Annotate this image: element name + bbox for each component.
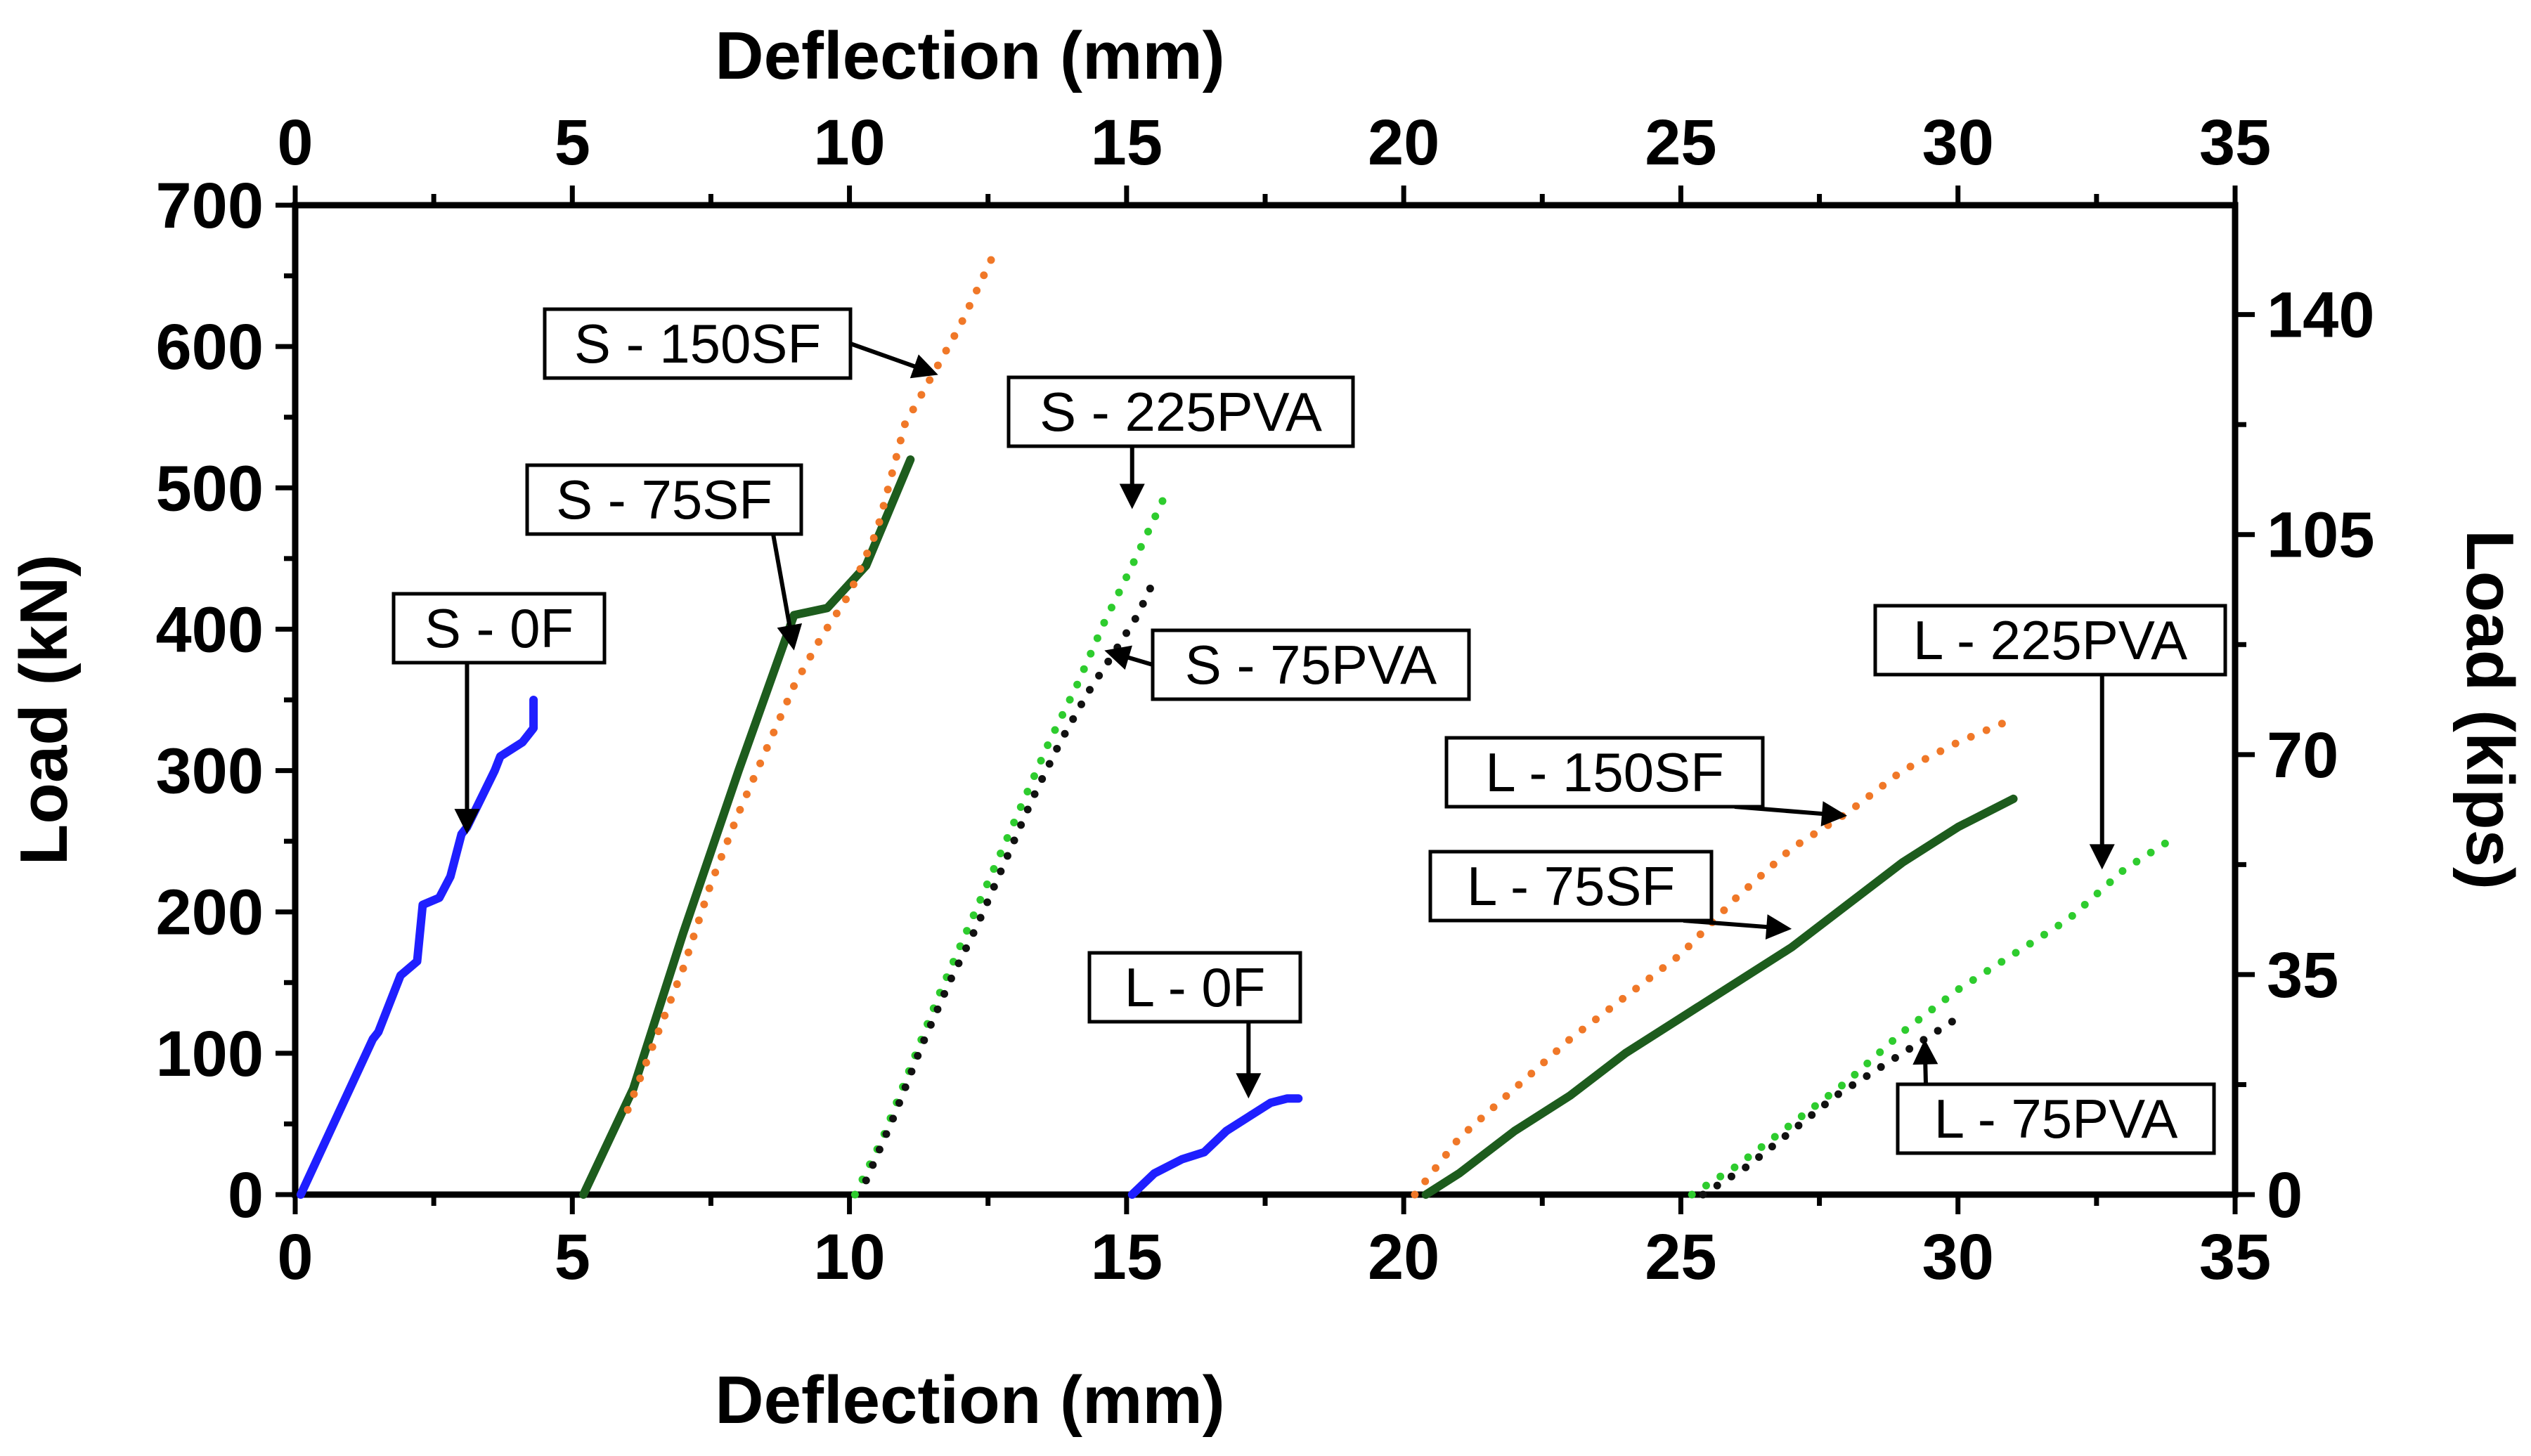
callout-label-s-75pva: S - 75PVA bbox=[1185, 634, 1437, 696]
callout-arrow-s-75sf bbox=[771, 533, 794, 636]
left-y-axis-title: Load (kN) bbox=[6, 554, 82, 866]
x-tick-label-bottom: 20 bbox=[1368, 1221, 1439, 1293]
series-s-0f bbox=[296, 696, 538, 1199]
callout-label-l-225pva: L - 225PVA bbox=[1913, 609, 2187, 671]
axes-group: 0055101015152020252530303535010020030040… bbox=[156, 107, 2375, 1293]
callout-label-l-75sf: L - 75SF bbox=[1467, 855, 1675, 917]
callout-box-l-225pva bbox=[1873, 604, 2227, 677]
callout-arrowhead-l-75pva bbox=[1912, 1039, 1938, 1065]
callout-arrowhead-l-225pva bbox=[2089, 844, 2115, 870]
y-left-tick-label: 200 bbox=[156, 877, 264, 949]
series-s-75pva bbox=[862, 576, 1158, 1185]
x-tick-label-top: 5 bbox=[555, 107, 590, 178]
callout-box-s-225pva bbox=[1006, 375, 1355, 448]
callout-arrow-s-150sf bbox=[849, 342, 925, 372]
callout-box-l-0f bbox=[1087, 951, 1302, 1024]
series-s-150sf bbox=[623, 250, 998, 1114]
x-tick-label-bottom: 0 bbox=[277, 1221, 313, 1293]
x-tick-label-top: 35 bbox=[2199, 107, 2271, 178]
callout-arrowhead-s-150sf bbox=[910, 354, 938, 379]
x-tick-label-top: 15 bbox=[1091, 107, 1163, 178]
callout-box-l-150sf bbox=[1444, 736, 1765, 809]
callouts-group: S - 0F S - 75SF S - 150SF S - 225PVA S - 75P… bbox=[391, 307, 2227, 1155]
callout-label-s-0f: S - 0F bbox=[425, 597, 574, 659]
y-left-tick-label: 400 bbox=[156, 594, 264, 665]
y-left-tick-label: 700 bbox=[156, 170, 264, 242]
series-l-225pva bbox=[1688, 837, 2173, 1199]
y-left-tick-label: 500 bbox=[156, 453, 264, 524]
series-group bbox=[296, 250, 2173, 1199]
series-l-150sf bbox=[1411, 717, 2012, 1199]
callout-arrowhead-l-150sf bbox=[1820, 801, 1847, 826]
callout-label-s-150sf: S - 150SF bbox=[574, 313, 821, 375]
y-right-tick-label: 105 bbox=[2267, 500, 2375, 571]
series-l-75sf bbox=[1421, 794, 2018, 1199]
x-tick-label-top: 0 bbox=[277, 107, 313, 178]
callout-arrowhead-s-75sf bbox=[777, 623, 803, 651]
callout-arrowhead-l-75sf bbox=[1765, 914, 1792, 940]
top-x-axis-title: Deflection (mm) bbox=[715, 18, 1224, 93]
x-tick-label-top: 25 bbox=[1645, 107, 1716, 178]
callout-box-s-0f bbox=[391, 592, 607, 665]
series-s-225pva bbox=[850, 490, 1170, 1199]
y-left-tick-label: 600 bbox=[156, 311, 264, 383]
x-tick-label-bottom: 10 bbox=[813, 1221, 885, 1293]
y-right-tick-label: 140 bbox=[2267, 280, 2375, 351]
callout-arrowhead-s-225pva bbox=[1119, 483, 1145, 509]
callout-label-s-225pva: S - 225PVA bbox=[1040, 381, 1322, 443]
callout-arrowhead-s-0f bbox=[454, 809, 480, 835]
callout-box-s-150sf bbox=[543, 307, 853, 380]
series-l-0f bbox=[1127, 1094, 1303, 1199]
x-tick-label-bottom: 5 bbox=[555, 1221, 590, 1293]
x-tick-label-bottom: 15 bbox=[1091, 1221, 1163, 1293]
callout-label-s-75sf: S - 75SF bbox=[556, 469, 772, 531]
callout-box-s-75pva bbox=[1151, 628, 1471, 701]
callout-arrowhead-l-0f bbox=[1236, 1073, 1262, 1099]
y-left-tick-label: 100 bbox=[156, 1018, 264, 1090]
y-left-tick-label: 300 bbox=[156, 736, 264, 807]
callout-box-l-75pva bbox=[1896, 1082, 2216, 1155]
callout-label-l-75pva: L - 75PVA bbox=[1934, 1088, 2178, 1150]
y-right-tick-label: 35 bbox=[2267, 940, 2338, 1011]
callout-label-l-0f: L - 0F bbox=[1125, 956, 1266, 1018]
y-right-tick-label: 0 bbox=[2267, 1159, 2303, 1231]
y-right-tick-label: 70 bbox=[2267, 720, 2338, 791]
bottom-x-axis-title: Deflection (mm) bbox=[715, 1363, 1224, 1438]
right-y-axis-title: Load (kips) bbox=[2452, 530, 2527, 890]
x-tick-label-top: 30 bbox=[1922, 107, 1994, 178]
x-tick-label-bottom: 35 bbox=[2199, 1221, 2271, 1293]
callout-arrowhead-s-75pva bbox=[1104, 645, 1132, 670]
callout-label-l-150sf: L - 150SF bbox=[1485, 741, 1724, 803]
x-tick-label-top: 20 bbox=[1368, 107, 1439, 178]
x-tick-label-top: 10 bbox=[813, 107, 885, 178]
y-left-tick-label: 0 bbox=[228, 1159, 264, 1231]
callout-box-l-75sf bbox=[1428, 850, 1714, 923]
x-tick-label-bottom: 25 bbox=[1645, 1221, 1716, 1293]
x-tick-label-bottom: 30 bbox=[1922, 1221, 1994, 1293]
callout-box-s-75sf bbox=[525, 463, 803, 536]
